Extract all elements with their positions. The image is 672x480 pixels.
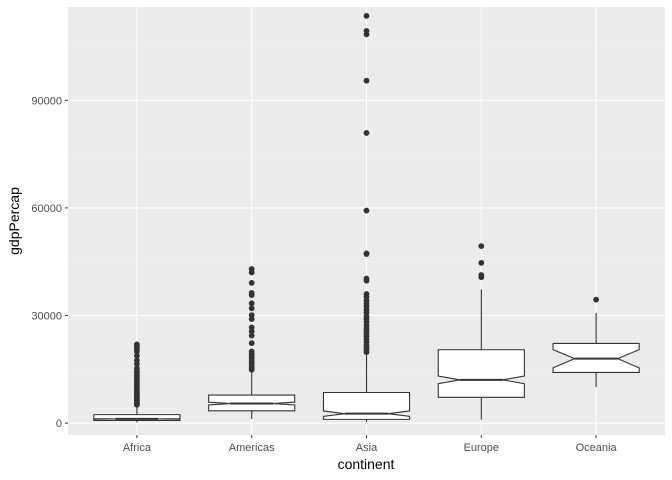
boxes-layer	[93, 12, 640, 423]
outlier-point	[248, 279, 255, 286]
x-tick-label: Africa	[123, 442, 152, 454]
y-tick-label: 60000	[31, 203, 62, 215]
outlier-point	[133, 401, 140, 408]
outlier-point	[248, 316, 255, 323]
outlier-point	[248, 332, 255, 339]
outlier-point	[593, 296, 600, 303]
outlier-point	[248, 366, 255, 373]
outlier-point	[478, 259, 485, 266]
outlier-point	[133, 352, 140, 359]
outlier-point	[248, 328, 255, 335]
notched-box	[437, 349, 525, 398]
outlier-point	[363, 31, 370, 38]
x-tick-label: Asia	[356, 442, 378, 454]
outlier-point	[363, 349, 370, 356]
box-asia	[322, 12, 411, 422]
outlier-point	[478, 243, 485, 249]
x-tick-label: Europe	[464, 442, 499, 454]
y-axis-title: gdpPercap	[6, 187, 22, 255]
notched-box	[322, 391, 411, 420]
x-tick-label: Americas	[229, 442, 275, 454]
y-tick-label: 90000	[31, 95, 62, 107]
outlier-point	[133, 348, 140, 355]
y-tick-label: 0	[56, 418, 62, 430]
x-tick-label: Oceania	[576, 442, 618, 454]
outlier-point	[248, 300, 255, 307]
outlier-point	[478, 274, 485, 281]
box-europe	[437, 243, 525, 420]
y-tick-label: 30000	[31, 311, 62, 323]
outlier-point	[363, 207, 370, 214]
outlier-point	[248, 340, 255, 347]
outlier-point	[363, 130, 370, 136]
outlier-point	[133, 361, 140, 367]
box-africa	[93, 341, 181, 423]
outlier-point	[248, 305, 255, 312]
outlier-point	[248, 292, 255, 298]
outlier-point	[363, 77, 370, 84]
outlier-point	[363, 251, 370, 257]
box-americas	[208, 266, 296, 419]
outlier-point	[363, 277, 370, 284]
notched-box	[93, 414, 181, 421]
y-axis: 0 30000 60000 90000	[31, 95, 68, 430]
outlier-point	[363, 12, 370, 19]
outlier-point	[248, 269, 255, 276]
x-axis: Africa Americas Asia Europe Oceania	[123, 435, 618, 454]
x-axis-title: continent	[338, 456, 395, 472]
box-oceania	[552, 296, 640, 388]
